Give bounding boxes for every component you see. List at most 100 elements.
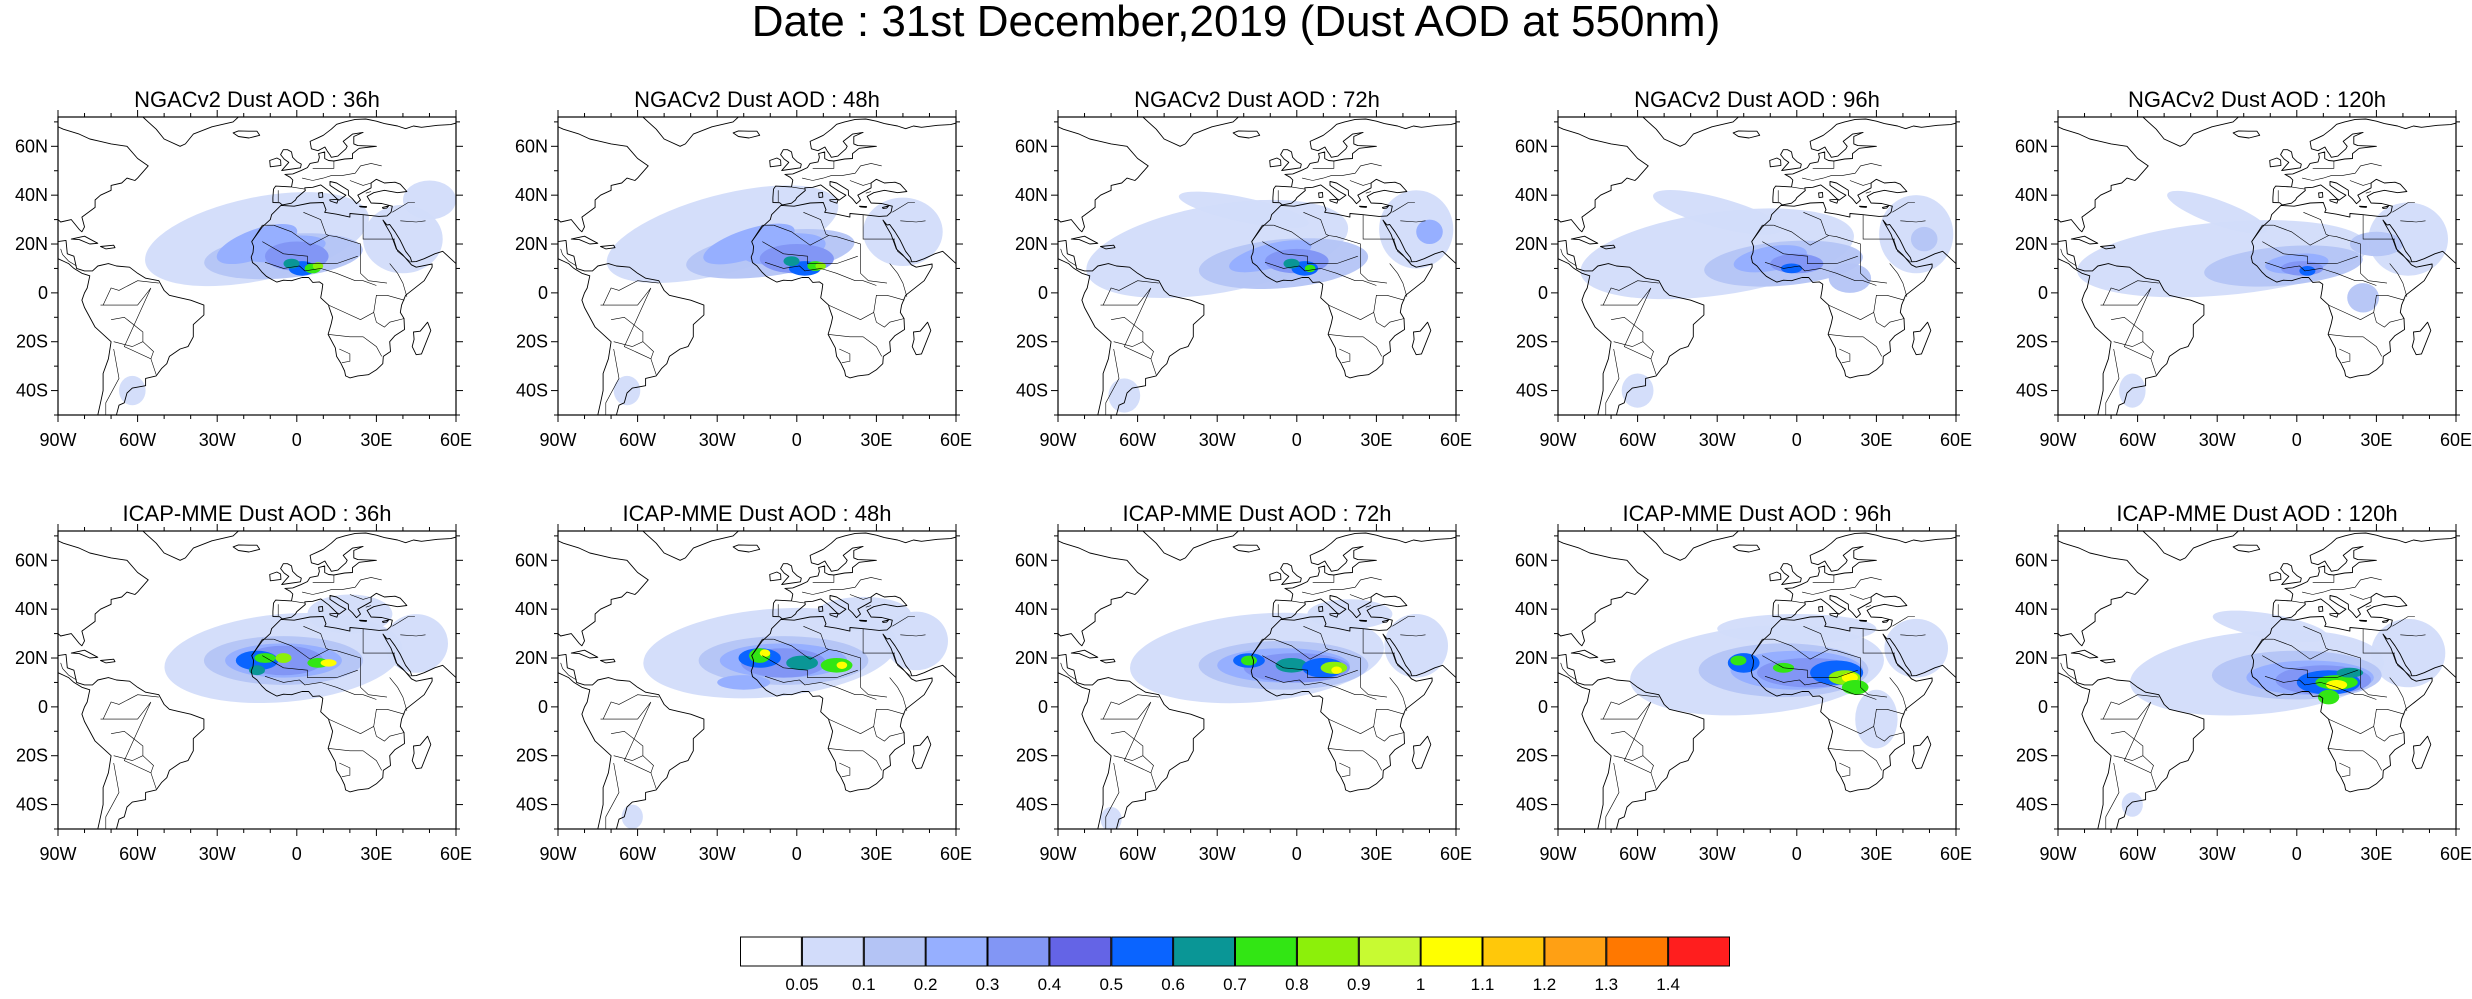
border-line [1102, 280, 1159, 306]
coastline-crete [858, 619, 868, 622]
border-line [1328, 295, 1405, 321]
dust-aod-field [1086, 190, 1454, 413]
aod-contour [1855, 689, 1898, 749]
border-line [1900, 220, 1926, 223]
border-line [105, 348, 120, 415]
border-line [1142, 341, 1154, 359]
dust-aod-field [1630, 614, 1948, 749]
lon-tick-label: 30E [1360, 430, 1392, 450]
coastlines [58, 531, 456, 829]
coastline-madagascar [1911, 735, 1932, 770]
border-line [1291, 600, 1305, 604]
border-line [1803, 212, 1829, 236]
border-line [560, 662, 577, 681]
colorbar-swatch [1235, 936, 1297, 967]
border-line [251, 638, 274, 656]
lon-tick-label: 90W [1039, 844, 1076, 864]
aod-contour [1416, 219, 1443, 244]
aod-contour [1780, 263, 1803, 274]
aod-contour [1275, 658, 1308, 673]
border-line [1862, 214, 1895, 240]
coastline-great-britain [2280, 149, 2302, 171]
border-line [803, 212, 829, 236]
lat-tick-label: 40S [1016, 795, 1048, 815]
border-line [2389, 263, 2408, 297]
lat-tick-label: 40S [516, 381, 548, 401]
map-content [1058, 531, 1456, 829]
coastline-north-america [1058, 126, 1149, 233]
coastline-greenland [1142, 531, 1239, 561]
aod-contour [836, 661, 848, 669]
border-line [1102, 694, 1159, 720]
border-line [849, 180, 872, 186]
border-line [2349, 180, 2372, 186]
colorbar-swatch [1482, 936, 1545, 967]
coastline-madagascar [1911, 321, 1932, 356]
border-line [1605, 348, 1620, 415]
lat-tick-label: 0 [38, 697, 48, 717]
lon-tick-label: 30W [199, 844, 236, 864]
border-line [1849, 180, 1872, 186]
lat-tick-label: 40N [515, 185, 548, 205]
coastline-hispaniola [2100, 244, 2116, 250]
colorbar-swatch [1606, 936, 1669, 967]
border-line [2142, 341, 2154, 359]
border-line [1862, 628, 1895, 654]
border-line [1060, 662, 1077, 681]
aod-contour [312, 262, 324, 270]
map-svg: 90W 60W 30W 0 30E 60E 60N 40N 20N 0 20S 40S [1515, 524, 1972, 864]
colorbar-label: 0.3 [976, 975, 1000, 994]
lat-tick-label: 20S [1016, 332, 1048, 352]
colorbar-label: 0.9 [1347, 975, 1371, 994]
lon-tick-label: 90W [539, 430, 576, 450]
border-line [2303, 626, 2329, 650]
border-line [751, 224, 774, 242]
map-content [58, 531, 456, 829]
aod-contour [703, 223, 795, 265]
panel-title: ICAP-MME Dust AOD : 120h [2116, 501, 2398, 526]
map-svg: 90W 60W 30W 0 30E 60E 60N 40N 20N 0 20S 40S [2015, 524, 2472, 864]
border-line [1828, 295, 1905, 321]
border-line [773, 638, 888, 698]
border-line [642, 341, 654, 359]
coastline-madagascar [1411, 321, 1432, 356]
border-line [1839, 348, 1851, 363]
coastline-cuba [70, 235, 99, 245]
map-content [58, 117, 456, 415]
border-line [1312, 161, 1335, 169]
colorbar-label: 1 [1416, 975, 1425, 994]
lat-tick-label: 20S [516, 746, 548, 766]
border-line [2273, 224, 2388, 284]
border-line [1264, 676, 1377, 700]
colorbar-label: 0.1 [852, 975, 876, 994]
lat-tick-label: 60N [15, 550, 48, 570]
border-line [2100, 701, 2157, 789]
coastline-crete [1858, 205, 1868, 208]
aod-contour [1730, 655, 1747, 666]
coastline-madagascar [1411, 735, 1432, 770]
map-content [1558, 117, 1956, 415]
border-line [1773, 224, 1888, 284]
border-line [1303, 212, 1329, 236]
border-line [1873, 312, 1905, 328]
coastline-great-britain [1780, 149, 1802, 171]
border-line [393, 239, 412, 263]
coastline-great-britain [1780, 563, 1802, 585]
axis-ticks [51, 524, 463, 836]
border-line [812, 575, 835, 583]
border-line [1264, 262, 1377, 286]
lat-tick-label: 20S [1516, 332, 1548, 352]
aod-contour [820, 658, 853, 673]
border-line [328, 748, 382, 771]
colorbar-label: 0.7 [1223, 975, 1247, 994]
coastline-africa-eurasia [1250, 118, 1456, 379]
map-svg: 90W 60W 30W 0 30E 60E 60N 40N 20N 0 20S 40S [515, 110, 972, 450]
map-frame [1557, 530, 1957, 830]
colorbar-swatch [863, 936, 926, 967]
border-line [1328, 748, 1382, 771]
country-borders [60, 161, 426, 415]
border-line [862, 214, 895, 240]
border-line [2102, 280, 2159, 306]
lon-tick-label: 30W [2199, 430, 2236, 450]
colorbar-swatch [1296, 936, 1359, 967]
